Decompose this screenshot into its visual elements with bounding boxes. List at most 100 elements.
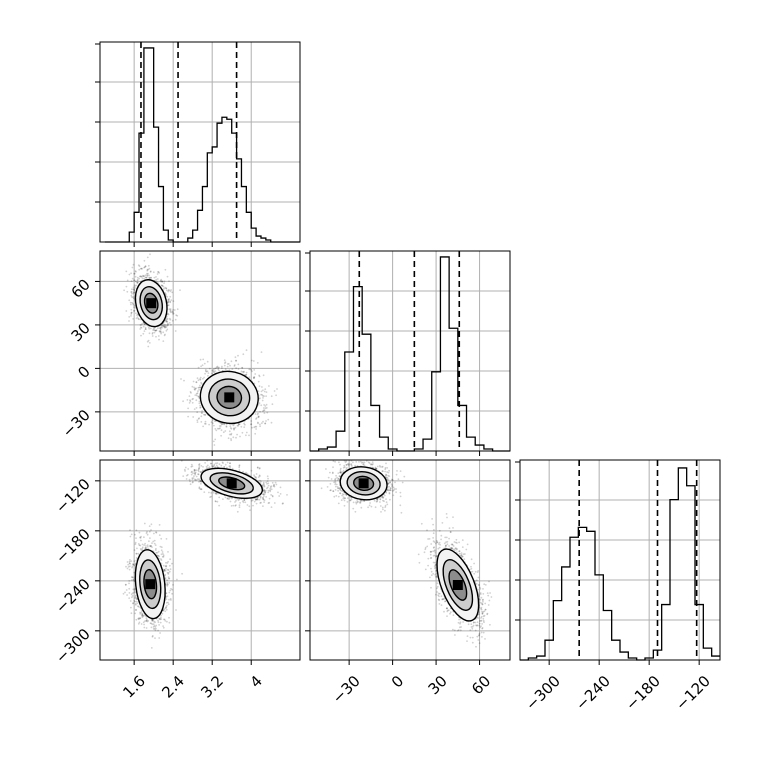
- scatter-point: [204, 422, 206, 425]
- scatter-point: [200, 412, 203, 414]
- scatter-point: [132, 288, 135, 291]
- scatter-point: [139, 275, 142, 278]
- scatter-point: [220, 423, 223, 426]
- scatter-point: [249, 368, 252, 371]
- scatter-point: [168, 298, 171, 300]
- scatter-point: [134, 612, 137, 615]
- scatter-point: [166, 595, 169, 598]
- scatter-point: [144, 265, 147, 268]
- scatter-point: [241, 371, 244, 373]
- scatter-point: [160, 326, 163, 329]
- scatter-point: [165, 608, 168, 611]
- scatter-point: [136, 279, 139, 282]
- scatter-point: [230, 427, 233, 430]
- scatter-point: [202, 425, 205, 428]
- scatter-point: [172, 300, 175, 302]
- scatter-point: [148, 274, 150, 277]
- scatter-point: [257, 415, 260, 418]
- scatter-point: [262, 397, 264, 399]
- scatter-point: [144, 542, 147, 545]
- x-tick-label: −240: [572, 672, 614, 714]
- scatter-point: [219, 427, 221, 430]
- scatter-point: [200, 382, 203, 385]
- scatter-point: [144, 620, 146, 622]
- scatter-point: [167, 569, 170, 571]
- scatter-point: [229, 425, 232, 427]
- scatter-point: [194, 394, 197, 396]
- scatter-point: [133, 591, 136, 594]
- scatter-point: [201, 364, 204, 367]
- scatter-point: [134, 307, 137, 309]
- scatter-point: [137, 264, 140, 267]
- scatter-point: [161, 324, 164, 327]
- scatter-point: [148, 540, 150, 543]
- scatter-point: [263, 409, 266, 412]
- scatter-point: [147, 326, 150, 329]
- scatter-point: [158, 524, 161, 526]
- scatter-point: [163, 287, 165, 290]
- scatter-point: [139, 318, 142, 321]
- scatter-point: [227, 363, 230, 365]
- scatter-point: [135, 618, 138, 621]
- scatter-point: [135, 552, 138, 555]
- scatter-point: [145, 617, 148, 620]
- scatter-point: [196, 419, 199, 422]
- scatter-point: [143, 323, 146, 326]
- scatter-point: [226, 363, 229, 365]
- scatter-point: [136, 281, 139, 284]
- scatter-point: [145, 276, 148, 279]
- scatter-point: [166, 585, 169, 587]
- scatter-point: [198, 400, 201, 403]
- scatter-point: [200, 365, 203, 368]
- scatter-point: [195, 381, 198, 383]
- scatter-point: [171, 291, 174, 294]
- scatter-point: [156, 278, 159, 280]
- scatter-point: [136, 314, 138, 316]
- panel-frame: [519, 459, 721, 661]
- scatter-point: [148, 530, 151, 533]
- histogram-series: [520, 467, 720, 661]
- scatter-point: [204, 370, 207, 372]
- scatter-point: [263, 404, 265, 406]
- scatter-point: [224, 361, 227, 363]
- scatter-point: [160, 614, 162, 617]
- scatter-point: [195, 392, 198, 395]
- scatter-point: [142, 325, 145, 328]
- scatter-point: [169, 300, 172, 303]
- scatter-point: [149, 253, 151, 256]
- scatter-point: [135, 317, 138, 320]
- scatter-point: [233, 365, 236, 367]
- scatter-point: [195, 381, 198, 384]
- scatter-point: [167, 290, 170, 293]
- scatter-point: [203, 376, 206, 379]
- scatter-point: [160, 325, 163, 327]
- scatter-point: [147, 345, 150, 348]
- scatter-point: [265, 395, 267, 397]
- scatter-point: [160, 616, 162, 619]
- scatter-point: [195, 399, 198, 402]
- scatter-point: [146, 531, 148, 533]
- scatter-point: [163, 325, 166, 328]
- scatter-point: [166, 295, 169, 298]
- scatter-point: [168, 289, 171, 291]
- scatter-point: [218, 427, 220, 430]
- scatter-point: [270, 421, 273, 424]
- scatter-point: [155, 531, 157, 533]
- scatter-point: [131, 296, 134, 299]
- scatter-point: [245, 373, 248, 376]
- scatter-point: [130, 606, 132, 609]
- scatter-point: [163, 325, 165, 328]
- scatter-point: [193, 408, 196, 410]
- scatter-point: [131, 596, 133, 599]
- y-tick-label: −30: [59, 406, 94, 441]
- scatter-point: [167, 304, 170, 306]
- scatter-point: [135, 604, 137, 606]
- scatter-point: [199, 386, 202, 389]
- scatter-point: [161, 280, 163, 283]
- scatter-point: [170, 324, 172, 326]
- scatter-point: [144, 265, 147, 268]
- scatter-point: [133, 309, 136, 312]
- scatter-point: [133, 310, 135, 312]
- scatter-point: [163, 326, 166, 328]
- scatter-point: [150, 626, 153, 629]
